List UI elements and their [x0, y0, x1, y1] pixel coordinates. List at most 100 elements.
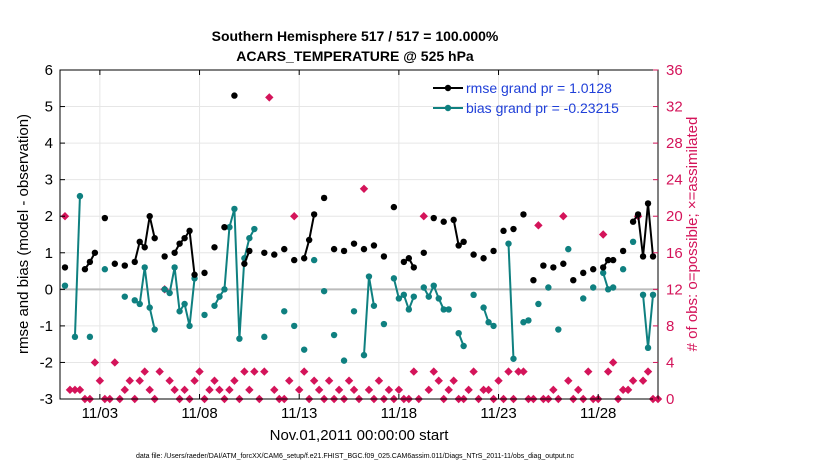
rmse-point-10: [146, 213, 153, 220]
bias-point-50: [440, 306, 447, 313]
rmse-point-51: [500, 227, 507, 235]
rmse-point-43: [430, 214, 437, 222]
count-point-2: [70, 385, 80, 395]
count-point-42: [270, 385, 279, 395]
rmse-point-6: [121, 262, 128, 269]
x-tick-label-5: 11/28: [580, 405, 616, 422]
data-file-footnote: data file: /Users/raeder/DAI/ATM_forcXX/…: [136, 453, 575, 460]
count-point-17: [145, 385, 154, 395]
bias-point-70: [609, 284, 617, 291]
rmse-point-35: [360, 245, 368, 253]
rmse-point-15: [181, 234, 188, 242]
rmse-point-47: [460, 238, 467, 246]
bias-point-19: [211, 302, 218, 309]
bias-point-66: [580, 295, 587, 302]
bias-point-2: [76, 192, 84, 200]
count-point-12: [120, 385, 129, 395]
count-point-110: [608, 358, 618, 367]
bias-point-63: [545, 284, 552, 291]
x-axis-label: Nov.01,2011 00:00:00 start: [270, 427, 450, 444]
rmse-point-1: [81, 266, 89, 273]
rmse-point-7: [131, 258, 138, 266]
bias-point-67: [590, 284, 597, 291]
rmse-point-18: [201, 269, 208, 277]
count-point-84: [479, 385, 488, 395]
count-point-81: [464, 385, 473, 395]
count-point-37: [245, 385, 254, 395]
rmse-point-27: [291, 256, 298, 264]
bias-point-24: [236, 335, 243, 342]
bias-point-49: [435, 295, 442, 302]
bias-point-46: [420, 284, 427, 291]
bias-point-60: [520, 319, 527, 326]
count-point-89: [504, 367, 513, 376]
count-point-7: [95, 376, 105, 385]
y-left-tick-label-7: 4: [45, 135, 53, 152]
y-right-tick-label-5: 20: [666, 208, 683, 225]
rmse-point-36: [370, 242, 378, 249]
count-point-48: [299, 367, 309, 376]
x-axis: 11/03 11/08 11/13 11/18 11/23 11/28: [82, 70, 616, 422]
rmse-point-12: [161, 253, 168, 260]
count-point-75: [434, 376, 443, 385]
count-point-26: [190, 376, 199, 385]
rmse-point-23: [246, 247, 253, 255]
rmse-point-66: [634, 211, 642, 218]
bias-point-27: [251, 225, 258, 233]
bias-point-14: [176, 308, 183, 315]
bias-point-38: [365, 273, 373, 280]
bias-point-29: [281, 308, 288, 315]
rmse-point-21: [231, 92, 238, 99]
count-point-57: [344, 376, 354, 385]
y-right-tick-label-0: 0: [666, 391, 674, 408]
bias-point-39: [370, 302, 378, 309]
count-point-98: [549, 385, 558, 395]
count-point-105: [584, 367, 593, 376]
count-point-73: [424, 385, 433, 395]
bias-point-57: [490, 322, 497, 330]
count-point-77: [444, 385, 453, 395]
count-point-85: [484, 385, 493, 395]
bias-point-68: [599, 269, 607, 277]
rmse-point-40: [405, 255, 413, 262]
rmse-point-56: [550, 264, 557, 271]
y-right-tick-label-9: 36: [666, 62, 683, 79]
legend-rmse-marker: [444, 84, 452, 92]
rmse-point-54: [530, 276, 537, 284]
bias-point-3: [86, 333, 94, 341]
chart-title-line2: ACARS_TEMPERATURE @ 525 hPa: [236, 48, 474, 64]
bias-point-40: [380, 320, 388, 328]
count-point-30: [210, 376, 219, 385]
y-right-tick-label-3: 12: [666, 281, 683, 298]
bias-point-54: [470, 291, 477, 299]
count-point-27: [195, 367, 204, 376]
y-right-tick-label-4: 16: [666, 245, 683, 262]
y-left-tick-label-9: 6: [45, 62, 53, 79]
count-point-34: [230, 376, 239, 385]
count-point-117: [643, 367, 653, 376]
bias-point-33: [320, 287, 328, 295]
bias-point-51: [445, 306, 452, 313]
y-left-tick-label-6: 3: [45, 172, 53, 189]
bias-point-36: [350, 308, 358, 315]
rmse-point-29: [305, 236, 313, 244]
bias-point-45: [410, 293, 418, 300]
legend-rmse-label: rmse grand pr = 1.0128: [466, 80, 612, 96]
rmse-point-46: [455, 242, 462, 249]
bias-point-62: [535, 300, 542, 308]
bias-point-74: [644, 344, 652, 352]
count-point-24: [180, 385, 189, 395]
bias-point-34: [330, 331, 338, 339]
count-point-114: [628, 376, 638, 385]
bias-point-15: [181, 300, 188, 308]
rmse-point-0: [61, 264, 69, 271]
bias-line-25: [507, 243, 515, 359]
bias-point-41: [390, 275, 398, 282]
bias-point-37: [360, 351, 368, 359]
x-tick-label-4: 11/23: [480, 405, 516, 422]
count-point-95: [534, 221, 543, 230]
rmse-point-59: [580, 269, 587, 277]
bias-point-26: [246, 234, 253, 242]
bias-point-8: [141, 264, 148, 271]
bias-point-65: [565, 245, 572, 253]
